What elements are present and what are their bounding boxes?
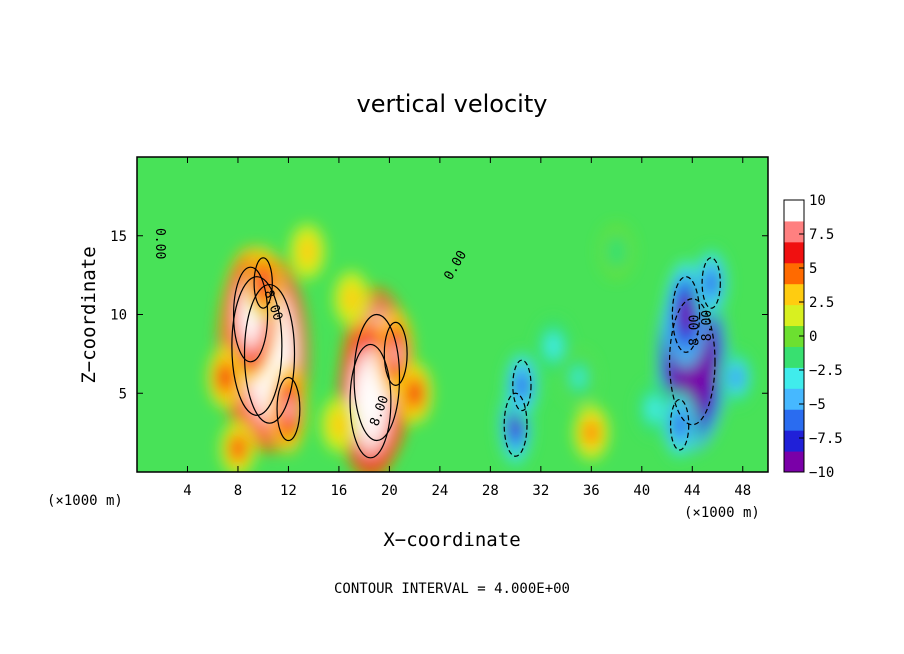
contour-cell-15 xyxy=(512,359,532,412)
contour-cell-24 xyxy=(669,398,690,451)
field-cell-8-level-5 xyxy=(363,384,377,418)
colorbar-band-5 xyxy=(784,346,804,368)
colorbar-tick-label-1: 7.5 xyxy=(809,227,834,243)
contour-label-4: 8.00 xyxy=(688,315,703,346)
x-unit-right: (×1000 m) xyxy=(684,505,760,521)
contour-cell-2 xyxy=(232,266,269,363)
contour-lines xyxy=(231,257,721,459)
chart-title: vertical velocity xyxy=(357,90,548,118)
field-cell-16-level-5 xyxy=(549,340,558,352)
contour-cell-4 xyxy=(276,376,301,442)
contour-labels: 0.000.008.008.008.008.00 xyxy=(152,228,715,428)
colorbar: 10 7.5 5 2.5 0 −2.5 −5 −7.5 −10 xyxy=(783,193,843,481)
x-tick-label-2: 12 xyxy=(280,483,297,499)
colorbar-band-8 xyxy=(784,283,804,306)
contour-cell-20 xyxy=(671,276,701,353)
contour-cell-1 xyxy=(243,283,296,424)
contour-cell-0 xyxy=(231,276,283,416)
field-cell-10-level-5 xyxy=(411,386,419,400)
field-cell-5-level-5 xyxy=(221,371,229,384)
colorbar-band-3 xyxy=(784,388,804,410)
x-tick-label-4: 20 xyxy=(381,483,398,499)
colorbar-band-9 xyxy=(784,262,804,285)
plot-area xyxy=(137,157,768,472)
colorbar-band-1 xyxy=(784,430,804,452)
field-cell-15-level-5 xyxy=(518,378,526,393)
x-tick-label-8: 36 xyxy=(583,483,600,499)
field-cell-18-level-5 xyxy=(587,426,595,439)
colorbar-tick-label-3: 2.5 xyxy=(809,295,834,311)
field-cell-23-level-5 xyxy=(650,403,659,415)
x-axis-ticks: 4 8 12 16 20 24 28 32 36 40 44 48 xyxy=(183,157,751,499)
field-cell-4-level-5 xyxy=(284,399,293,419)
colorbar-tick-label-6: −5 xyxy=(809,397,826,413)
colorbar-tick-label-2: 5 xyxy=(809,261,817,277)
y-axis-label: Z−coordinate xyxy=(78,246,100,383)
x-tick-label-0: 4 xyxy=(183,483,191,499)
contour-label-5: 8.00 xyxy=(700,310,715,341)
y-tick-label-1: 10 xyxy=(110,308,127,324)
y-tick-label-2: 15 xyxy=(110,229,127,245)
colorbar-tick-label-0: 10 xyxy=(809,193,826,209)
field-cell-24-level-5 xyxy=(676,417,684,433)
colorbar-band-6 xyxy=(784,325,804,347)
field-cell-13-level-5 xyxy=(303,245,311,258)
contour-cell-14 xyxy=(503,392,528,457)
field-cell-12-level-5 xyxy=(335,419,343,431)
colorbar-tick-label-4: 0 xyxy=(809,329,817,345)
contour-cell-3 xyxy=(253,257,273,309)
x-unit-left: (×1000 m) xyxy=(47,493,123,509)
colorbar-band-0 xyxy=(784,451,804,473)
x-axis-label: X−coordinate xyxy=(383,529,520,551)
velocity-field xyxy=(207,223,755,472)
contour-cell-7 xyxy=(353,313,401,442)
colorbar-band-7 xyxy=(784,304,804,327)
colorbar-band-4 xyxy=(784,367,804,389)
colorbar-band-11 xyxy=(784,220,804,243)
y-tick-label-0: 5 xyxy=(119,386,127,402)
y-axis-ticks: 5 10 15 xyxy=(110,229,768,402)
x-tick-label-1: 8 xyxy=(234,483,242,499)
colorbar-band-12 xyxy=(784,200,804,222)
x-tick-label-6: 28 xyxy=(482,483,499,499)
x-tick-label-11: 48 xyxy=(734,483,751,499)
colorbar-ticks: 10 7.5 5 2.5 0 −2.5 −5 −7.5 −10 xyxy=(799,193,843,481)
colorbar-band-2 xyxy=(784,409,804,431)
contour-cell-8 xyxy=(349,343,392,459)
field-cell-22-level-5 xyxy=(732,371,741,384)
colorbar-band-10 xyxy=(784,241,804,264)
x-tick-label-3: 16 xyxy=(330,483,347,499)
x-tick-label-7: 32 xyxy=(532,483,549,499)
colorbar-tick-label-8: −10 xyxy=(809,465,834,481)
colorbar-tick-label-7: −7.5 xyxy=(809,431,843,447)
contour-cell-19 xyxy=(668,298,716,426)
x-tick-label-9: 40 xyxy=(633,483,650,499)
contour-interval-note: CONTOUR INTERVAL = 4.000E+00 xyxy=(334,581,570,597)
x-tick-label-10: 44 xyxy=(684,483,701,499)
field-cell-11-level-5 xyxy=(347,293,356,305)
contour-cell-9 xyxy=(383,321,408,386)
field-cell-25-level-5 xyxy=(612,245,621,258)
colorbar-tick-label-5: −2.5 xyxy=(809,363,843,379)
contour-cell-21 xyxy=(701,257,721,309)
field-cell-21-level-5 xyxy=(707,275,715,291)
contour-label-0: 0.00 xyxy=(152,228,167,259)
field-cell-6-level-5 xyxy=(234,442,242,455)
field-cell-20-level-5 xyxy=(681,303,691,326)
field-cell-17-level-5 xyxy=(575,371,583,384)
x-tick-label-5: 24 xyxy=(431,483,448,499)
